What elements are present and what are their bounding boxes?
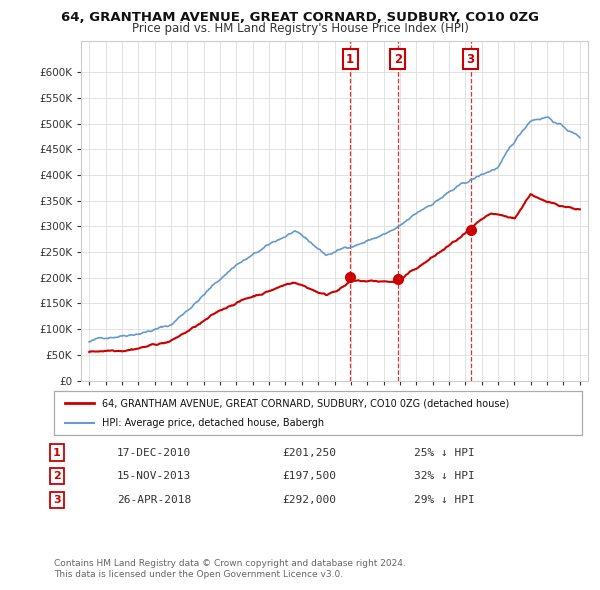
- Text: 3: 3: [467, 53, 475, 66]
- Text: This data is licensed under the Open Government Licence v3.0.: This data is licensed under the Open Gov…: [54, 571, 343, 579]
- Text: 15-NOV-2013: 15-NOV-2013: [117, 471, 191, 481]
- Text: £201,250: £201,250: [282, 448, 336, 457]
- Text: Price paid vs. HM Land Registry's House Price Index (HPI): Price paid vs. HM Land Registry's House …: [131, 22, 469, 35]
- Text: 1: 1: [346, 53, 354, 66]
- Text: 29% ↓ HPI: 29% ↓ HPI: [414, 495, 475, 504]
- Text: £292,000: £292,000: [282, 495, 336, 504]
- Text: 3: 3: [53, 495, 61, 504]
- Text: 64, GRANTHAM AVENUE, GREAT CORNARD, SUDBURY, CO10 0ZG (detached house): 64, GRANTHAM AVENUE, GREAT CORNARD, SUDB…: [101, 398, 509, 408]
- Text: 32% ↓ HPI: 32% ↓ HPI: [414, 471, 475, 481]
- Text: 1: 1: [53, 448, 61, 457]
- Text: 2: 2: [53, 471, 61, 481]
- Text: 26-APR-2018: 26-APR-2018: [117, 495, 191, 504]
- Text: HPI: Average price, detached house, Babergh: HPI: Average price, detached house, Babe…: [101, 418, 323, 428]
- Text: £197,500: £197,500: [282, 471, 336, 481]
- Text: Contains HM Land Registry data © Crown copyright and database right 2024.: Contains HM Land Registry data © Crown c…: [54, 559, 406, 568]
- Text: 17-DEC-2010: 17-DEC-2010: [117, 448, 191, 457]
- Text: 2: 2: [394, 53, 402, 66]
- Text: 25% ↓ HPI: 25% ↓ HPI: [414, 448, 475, 457]
- Text: 64, GRANTHAM AVENUE, GREAT CORNARD, SUDBURY, CO10 0ZG: 64, GRANTHAM AVENUE, GREAT CORNARD, SUDB…: [61, 11, 539, 24]
